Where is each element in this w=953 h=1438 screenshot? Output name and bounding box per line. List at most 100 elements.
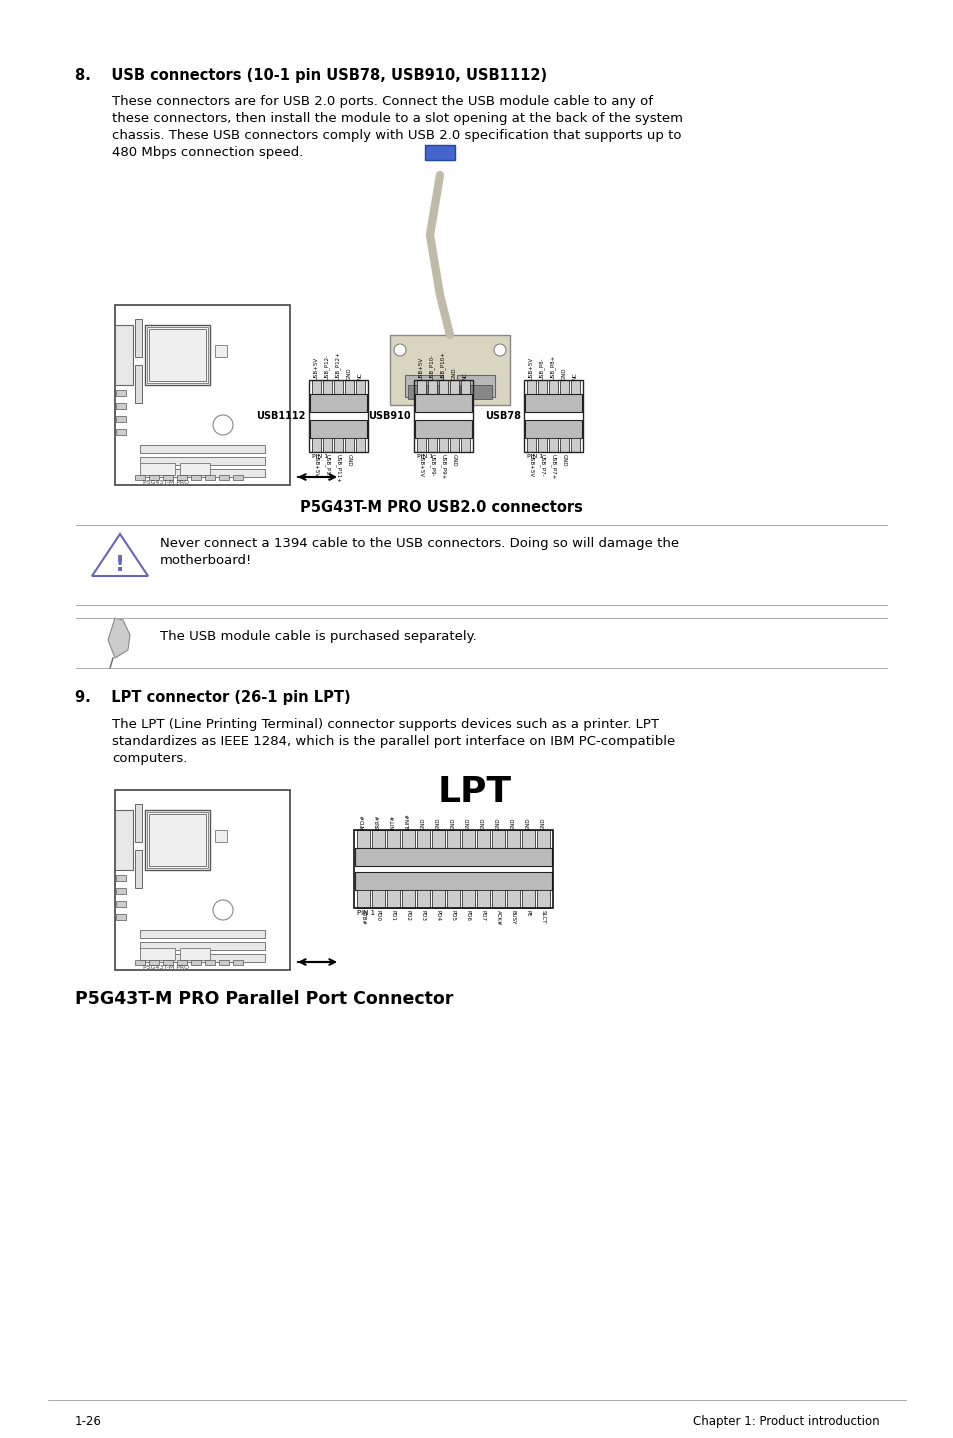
Text: GND: GND <box>540 817 545 830</box>
Bar <box>145 810 210 870</box>
Bar <box>492 890 504 907</box>
Text: USB_P9+: USB_P9+ <box>439 454 445 479</box>
Bar <box>116 889 126 894</box>
Polygon shape <box>91 533 148 577</box>
Bar <box>355 848 552 866</box>
Bar <box>180 948 210 961</box>
Text: 480 Mbps connection speed.: 480 Mbps connection speed. <box>112 147 303 160</box>
Bar <box>355 439 365 452</box>
Bar <box>432 830 444 848</box>
Text: USB910: USB910 <box>368 411 411 421</box>
Bar <box>116 403 126 408</box>
Text: GND: GND <box>525 817 530 830</box>
Text: USB_P8-: USB_P8- <box>538 358 544 380</box>
Bar <box>135 319 142 357</box>
Bar <box>537 380 546 394</box>
Bar <box>401 890 415 907</box>
Bar <box>416 890 430 907</box>
Bar <box>401 830 415 848</box>
Text: ERR#: ERR# <box>375 814 380 830</box>
Bar <box>140 444 265 453</box>
Text: AFD#: AFD# <box>360 814 365 830</box>
Text: PD5: PD5 <box>450 910 455 920</box>
Text: Never connect a 1394 cable to the USB connectors. Doing so will damage the: Never connect a 1394 cable to the USB co… <box>160 536 679 549</box>
Bar <box>115 325 132 385</box>
Bar <box>140 953 265 962</box>
Circle shape <box>213 416 233 436</box>
Text: SLCT: SLCT <box>540 910 545 923</box>
Text: GND: GND <box>451 367 456 380</box>
Bar <box>390 335 510 406</box>
Bar <box>140 948 174 961</box>
Bar <box>116 390 126 395</box>
Bar <box>521 830 535 848</box>
Bar <box>312 439 320 452</box>
Text: USB_P7-: USB_P7- <box>538 454 544 476</box>
Text: motherboard!: motherboard! <box>160 554 252 567</box>
Text: SLIN#: SLIN# <box>405 812 410 830</box>
Bar <box>135 475 145 480</box>
Bar <box>432 890 444 907</box>
Bar <box>354 830 553 907</box>
Bar <box>177 475 187 480</box>
Text: GND: GND <box>510 817 515 830</box>
Bar <box>334 439 343 452</box>
Bar <box>191 961 201 965</box>
Bar <box>424 145 455 160</box>
Bar <box>447 830 459 848</box>
Text: USB_P11+: USB_P11+ <box>335 454 340 483</box>
Text: USB78: USB78 <box>484 411 520 421</box>
Bar <box>506 830 519 848</box>
Bar <box>408 385 439 398</box>
Text: GND: GND <box>435 817 440 830</box>
Text: The USB module cable is purchased separately.: The USB module cable is purchased separa… <box>160 630 476 643</box>
Bar <box>506 890 519 907</box>
Text: PD1: PD1 <box>390 910 395 920</box>
Text: LPT: LPT <box>437 775 512 810</box>
Bar <box>415 420 472 439</box>
Bar <box>492 830 504 848</box>
Bar <box>356 830 370 848</box>
Bar <box>334 380 343 394</box>
Bar <box>476 890 490 907</box>
Bar <box>163 961 172 965</box>
Bar <box>214 345 227 357</box>
Bar <box>526 439 536 452</box>
Bar <box>140 942 265 951</box>
Text: GND: GND <box>346 454 351 466</box>
Bar <box>323 439 332 452</box>
Bar <box>116 902 126 907</box>
Text: GND: GND <box>561 367 566 380</box>
Text: GND: GND <box>450 817 455 830</box>
Text: PD6: PD6 <box>465 910 470 920</box>
Bar <box>233 961 243 965</box>
Text: 1-26: 1-26 <box>75 1415 102 1428</box>
Text: 9.    LPT connector (26-1 pin LPT): 9. LPT connector (26-1 pin LPT) <box>75 690 351 705</box>
Bar <box>438 439 448 452</box>
Text: Chapter 1: Product introduction: Chapter 1: Product introduction <box>693 1415 879 1428</box>
Bar <box>387 890 399 907</box>
Text: USB_P12+: USB_P12+ <box>335 351 340 380</box>
Bar <box>180 463 210 475</box>
Text: PD0: PD0 <box>375 910 380 920</box>
Bar <box>447 890 459 907</box>
Bar <box>149 814 206 866</box>
Bar <box>537 890 550 907</box>
Bar <box>219 475 229 480</box>
Bar <box>115 305 290 485</box>
Bar <box>548 380 558 394</box>
Bar <box>214 830 227 843</box>
Bar <box>149 329 206 381</box>
Bar <box>523 380 582 452</box>
Text: USB+5V: USB+5V <box>528 357 533 380</box>
Circle shape <box>394 344 406 357</box>
Bar <box>116 915 126 920</box>
Bar <box>135 365 142 403</box>
Text: standardizes as IEEE 1284, which is the parallel port interface on IBM PC-compat: standardizes as IEEE 1284, which is the … <box>112 735 675 748</box>
Bar <box>372 890 385 907</box>
Text: GND: GND <box>480 817 485 830</box>
Bar <box>416 439 426 452</box>
Bar <box>456 375 495 397</box>
Bar <box>461 890 475 907</box>
Text: The LPT (Line Printing Terminal) connector supports devices such as a printer. L: The LPT (Line Printing Terminal) connect… <box>112 718 659 731</box>
